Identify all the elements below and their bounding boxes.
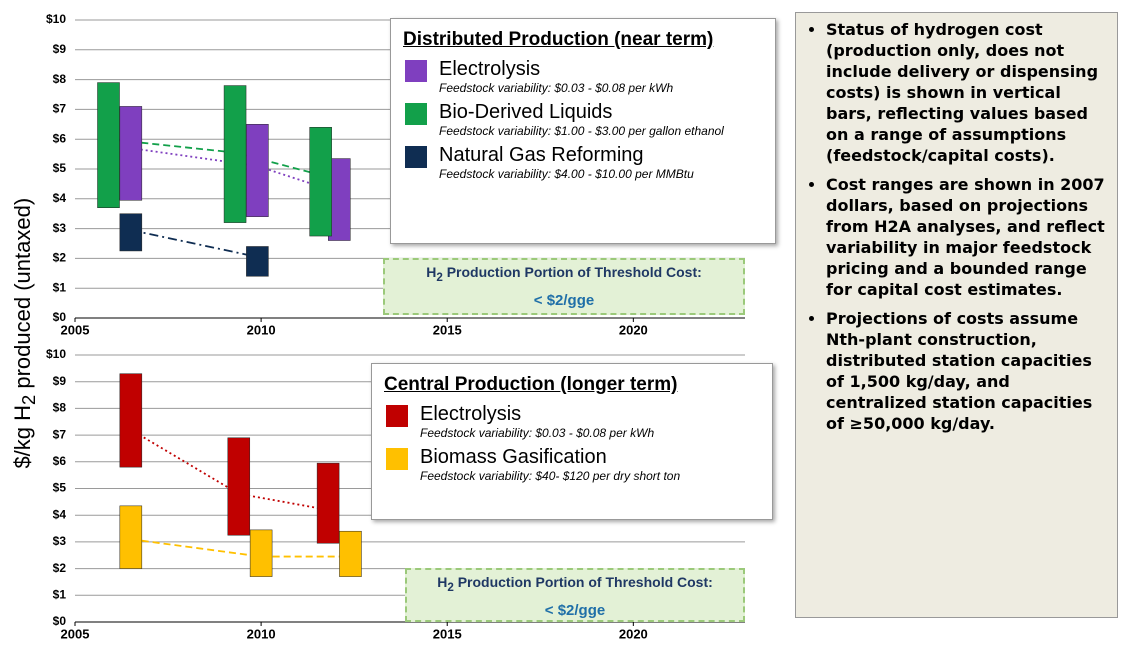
range-bar [249, 529, 273, 577]
legend-name: Electrolysis [420, 403, 522, 425]
y-tick-label: $1 [53, 587, 67, 601]
legend: Central Production (longer term) Electrol… [371, 363, 773, 520]
threshold-box: H2 Production Portion of Threshold Cost:… [383, 258, 745, 315]
y-tick-label: $4 [53, 191, 67, 205]
y-tick-label: $1 [53, 280, 67, 294]
range-bar [223, 85, 247, 223]
bullet: Status of hydrogen cost (production only… [826, 19, 1107, 166]
legend-name: Electrolysis [439, 58, 541, 80]
y-tick-label: $3 [53, 221, 67, 235]
legend-entry: Bio-Derived Liquids Feedstock variability… [403, 100, 763, 139]
y-tick-label: $8 [53, 72, 67, 86]
bullet: Cost ranges are shown in 2007 dollars, b… [826, 174, 1107, 300]
threshold-text: Production Portion of Threshold Cost: [442, 264, 702, 280]
legend-note: Feedstock variability: $0.03 - $0.08 per… [420, 426, 655, 440]
y-tick-label: $2 [53, 561, 67, 575]
y-tick-label: $0 [53, 310, 67, 324]
legend-entry: Biomass Gasification Feedstock variabilit… [384, 445, 760, 484]
y-label-text: produced (untaxed) [9, 197, 35, 395]
bullet: Projections of costs assume Nth-plant co… [826, 308, 1107, 434]
legend-entry: Electrolysis Feedstock variability: $0.03… [403, 57, 763, 96]
trend-line [130, 538, 351, 558]
y-tick-label: $5 [53, 161, 67, 175]
legend-note: Feedstock variability: $1.00 - $3.00 per… [439, 124, 724, 138]
legend-text: Electrolysis Feedstock variability: $0.03… [420, 402, 654, 441]
threshold-label: H2 Production Portion of Threshold Cost: [385, 264, 743, 284]
trend-line [130, 229, 258, 258]
legend-name: Biomass Gasification [420, 446, 607, 468]
legend-swatch [386, 448, 408, 470]
legend-text: Natural Gas Reforming Feedstock variabili… [439, 143, 694, 182]
legend-note: Feedstock variability: $0.03 - $0.08 per… [439, 81, 674, 95]
x-tick-label: 2015 [433, 626, 462, 641]
y-tick-label: $3 [53, 534, 67, 548]
y-tick-label: $5 [53, 481, 67, 495]
y-label-text: $/kg H [9, 404, 35, 469]
notes-box: Status of hydrogen cost (production only… [795, 12, 1118, 618]
range-bar [316, 462, 340, 544]
y-tick-label: $4 [53, 507, 67, 521]
legend-swatch [405, 103, 427, 125]
range-bar [246, 124, 269, 217]
legend-note: Feedstock variability: $40- $120 per dry… [420, 469, 681, 483]
x-tick-label: 2005 [61, 626, 90, 641]
range-bar [119, 373, 143, 468]
x-tick-label: 2020 [619, 626, 648, 641]
legend-note: Feedstock variability: $4.00 - $10.00 pe… [439, 167, 694, 181]
y-tick-label: $9 [53, 374, 67, 388]
range-bar [97, 82, 120, 208]
range-bar [119, 106, 143, 201]
range-bar [309, 127, 332, 237]
x-tick-label: 2010 [247, 322, 276, 337]
threshold-target: < $2/gge [533, 291, 595, 309]
range-bar [119, 505, 143, 569]
legend-text: Electrolysis Feedstock variability: $0.03… [439, 57, 673, 96]
y-tick-label: $8 [53, 401, 67, 415]
y-tick-label: $7 [53, 102, 67, 116]
legend-swatch [386, 405, 408, 427]
bullet-list: Status of hydrogen cost (production only… [804, 19, 1107, 434]
legend-entry: Natural Gas Reforming Feedstock variabili… [403, 143, 763, 182]
range-bar [339, 530, 362, 577]
range-bar [227, 437, 251, 536]
threshold-box: H2 Production Portion of Threshold Cost:… [405, 568, 745, 622]
y-tick-label: $0 [53, 614, 67, 628]
threshold-sub: 2 [436, 270, 443, 284]
legend-name: Bio-Derived Liquids [439, 101, 613, 123]
threshold-text: H [426, 264, 437, 280]
range-bar [119, 213, 143, 252]
y-tick-label: $10 [46, 347, 66, 361]
legend-swatch [405, 146, 427, 168]
legend-text: Biomass Gasification Feedstock variabilit… [420, 445, 680, 484]
legend-entry: Electrolysis Feedstock variability: $0.03… [384, 402, 760, 441]
x-tick-label: 2015 [433, 322, 462, 337]
y-tick-label: $9 [53, 42, 67, 56]
y-tick-label: $2 [53, 251, 67, 265]
legend: Distributed Production (near term) Electr… [390, 18, 776, 244]
y-tick-label: $7 [53, 427, 67, 441]
y-tick-label: $10 [46, 12, 66, 26]
threshold-text: Production Portion of Threshold Cost: [453, 574, 713, 590]
y-tick-label: $6 [53, 131, 67, 145]
x-tick-label: 2020 [619, 322, 648, 337]
threshold-text: H [437, 574, 448, 590]
threshold-target: < $2/gge [544, 601, 606, 619]
range-bar [246, 246, 269, 277]
legend-name: Natural Gas Reforming [439, 144, 644, 166]
legend-title: Distributed Production (near term) [403, 29, 714, 50]
legend-title: Central Production (longer term) [384, 374, 678, 395]
threshold-label: H2 Production Portion of Threshold Cost: [407, 574, 743, 594]
threshold-sub: 2 [447, 580, 454, 594]
y-tick-label: $6 [53, 454, 67, 468]
x-tick-label: 2010 [247, 626, 276, 641]
legend-swatch [405, 60, 427, 82]
x-tick-label: 2005 [61, 322, 90, 337]
y-axis-label: $/kg H2 produced (untaxed) [10, 153, 40, 513]
y-label-sub: 2 [18, 394, 40, 405]
legend-text: Bio-Derived Liquids Feedstock variability… [439, 100, 724, 139]
